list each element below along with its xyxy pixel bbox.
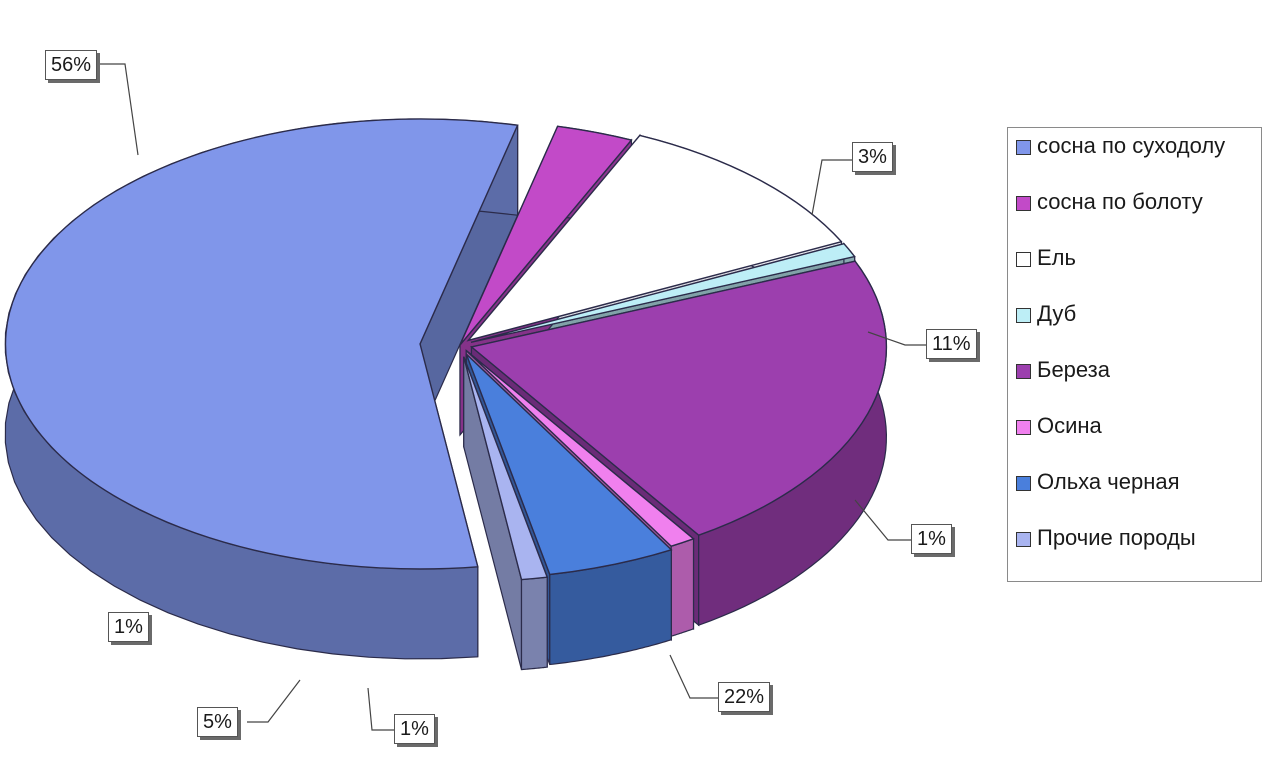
legend-item-7: Прочие породы bbox=[1016, 526, 1261, 582]
legend-label-1: сосна по болоту bbox=[1037, 189, 1203, 214]
data-label-4: 22% bbox=[718, 682, 771, 712]
legend-swatch-6 bbox=[1016, 476, 1031, 491]
slice-top-1 bbox=[459, 125, 633, 346]
data-label-2: 11% bbox=[926, 329, 977, 359]
slice-top-4 bbox=[469, 260, 888, 536]
data-label-7: 1% bbox=[108, 612, 149, 642]
leader-lines bbox=[100, 63, 926, 731]
legend-label-7: Прочие породы bbox=[1037, 525, 1196, 550]
legend-item-3: Дуб bbox=[1016, 302, 1261, 358]
pie-tops bbox=[4, 118, 888, 581]
leader-line-6 bbox=[247, 679, 301, 723]
legend-label-0: сосна по суходолу bbox=[1037, 133, 1226, 158]
legend: сосна по суходолу сосна по болоту Ель Дуб Бе… bbox=[1007, 127, 1262, 582]
legend-label-6: Ольха черная bbox=[1037, 469, 1180, 494]
leader-line-5 bbox=[367, 687, 394, 731]
legend-item-1: сосна по болоту bbox=[1016, 190, 1261, 246]
legend-swatch-7 bbox=[1016, 532, 1031, 547]
legend-label-4: Береза bbox=[1037, 357, 1110, 382]
pie-chart bbox=[4, 63, 926, 731]
leader-line-1 bbox=[811, 159, 852, 216]
legend-swatch-1 bbox=[1016, 196, 1031, 211]
data-label-6: 5% bbox=[197, 707, 238, 737]
legend-swatch-2 bbox=[1016, 252, 1031, 267]
data-label-3: 1% bbox=[911, 524, 952, 554]
slice-top-2 bbox=[466, 134, 843, 342]
slice-top-6 bbox=[465, 353, 673, 576]
leader-line-4 bbox=[669, 654, 718, 699]
slice-top-7 bbox=[463, 356, 549, 581]
data-label-5: 1% bbox=[394, 714, 435, 744]
legend-swatch-0 bbox=[1016, 140, 1031, 155]
legend-item-5: Осина bbox=[1016, 414, 1261, 470]
slice-top-0 bbox=[4, 118, 519, 570]
leader-line-3 bbox=[854, 499, 911, 541]
legend-items: сосна по суходолу сосна по болоту Ель Дуб Бе… bbox=[1016, 134, 1261, 582]
legend-item-6: Ольха черная bbox=[1016, 470, 1261, 526]
legend-label-3: Дуб bbox=[1037, 301, 1077, 326]
legend-item-2: Ель bbox=[1016, 246, 1261, 302]
data-label-1: 3% bbox=[852, 142, 893, 172]
slice-top-3 bbox=[470, 242, 856, 344]
legend-swatch-3 bbox=[1016, 308, 1031, 323]
slice-top-5 bbox=[465, 350, 695, 547]
data-label-0: 56% bbox=[45, 50, 98, 80]
leader-line-0 bbox=[100, 63, 139, 156]
legend-swatch-5 bbox=[1016, 420, 1031, 435]
legend-item-4: Береза bbox=[1016, 358, 1261, 414]
legend-swatch-4 bbox=[1016, 364, 1031, 379]
legend-label-5: Осина bbox=[1037, 413, 1102, 438]
legend-item-0: сосна по суходолу bbox=[1016, 134, 1261, 190]
leader-line-2 bbox=[867, 331, 926, 346]
legend-label-2: Ель bbox=[1037, 245, 1076, 270]
